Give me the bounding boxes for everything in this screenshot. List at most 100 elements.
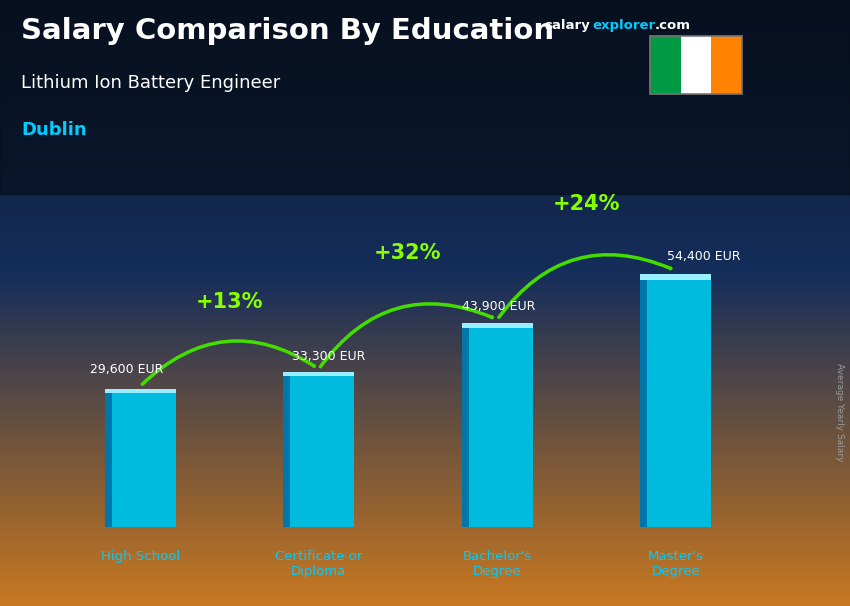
Bar (0, 64, 850, 65)
Bar (0, 379, 850, 381)
Bar (0, 90, 850, 91)
Bar (650, 36, 742, 94)
Bar (0, 16, 850, 17)
Bar (0, 330, 850, 331)
Bar (0, 215, 850, 216)
Bar (0, 96, 850, 97)
Bar (0, 32, 850, 33)
Bar (0, 218, 850, 219)
Bar (0, 561, 850, 562)
Bar (0, 7, 850, 8)
Bar (0, 499, 850, 501)
Bar (0, 261, 850, 262)
Bar (0, 534, 850, 536)
Bar (0, 292, 850, 293)
Bar (0, 349, 850, 350)
Bar (681, 36, 711, 94)
Bar (0, 225, 850, 227)
Bar (283, 372, 354, 527)
Text: Dublin: Dublin (21, 121, 87, 139)
Bar (0, 568, 850, 570)
Bar (0, 389, 850, 390)
Bar (0, 333, 850, 335)
Bar (0, 385, 850, 387)
Bar (0, 257, 850, 258)
Text: Certificate or
Diploma: Certificate or Diploma (275, 550, 362, 578)
Text: +32%: +32% (374, 243, 442, 263)
Bar (0, 118, 850, 119)
Bar (0, 343, 850, 344)
Bar (0, 445, 850, 446)
Bar (0, 353, 850, 354)
Bar (0, 373, 850, 375)
Bar (0, 290, 850, 291)
Bar (0, 358, 850, 359)
Bar (0, 263, 850, 264)
Bar (0, 536, 850, 537)
Bar (0, 25, 850, 27)
Bar (0, 56, 850, 57)
Bar (0, 259, 850, 261)
Bar (0, 456, 850, 457)
Bar (0, 269, 850, 270)
Bar (0, 104, 850, 105)
Bar (0, 441, 850, 442)
Bar (0, 516, 850, 518)
Bar (0, 235, 850, 236)
Bar (0, 595, 850, 596)
Bar (0, 262, 850, 263)
Bar (0, 2, 850, 4)
Bar (0, 18, 850, 19)
Bar (0, 446, 850, 447)
Bar (0, 107, 850, 108)
Bar (0, 335, 850, 336)
Bar (0, 538, 850, 539)
Bar (0, 132, 850, 133)
Bar (0, 231, 850, 233)
Bar (0, 36, 850, 38)
Bar (0, 362, 850, 364)
Bar (0, 273, 850, 274)
Bar (0, 378, 850, 379)
Bar (0, 408, 850, 410)
Bar (0, 222, 850, 223)
Bar (0, 183, 850, 184)
Bar (0, 30, 850, 32)
Bar (0, 596, 850, 598)
Bar (0, 562, 850, 564)
Bar (0, 233, 850, 234)
Bar (0, 419, 850, 421)
Bar (0, 48, 850, 50)
Bar (0, 402, 850, 404)
Bar (0, 19, 850, 21)
Bar (0, 519, 850, 520)
Bar (0, 315, 850, 316)
Bar (0, 8, 850, 10)
Bar (0, 242, 850, 244)
Bar (0, 79, 850, 80)
Bar (0, 81, 850, 82)
Bar (0, 10, 850, 11)
Bar (0, 154, 850, 155)
Bar (0, 320, 850, 321)
Bar (0, 274, 850, 275)
Bar (0, 251, 850, 252)
Bar (0, 384, 850, 385)
Bar (0, 47, 850, 48)
Bar (0, 407, 850, 408)
Bar (0, 305, 850, 307)
Bar (0, 450, 850, 451)
Bar (0, 307, 850, 308)
Bar (0, 244, 850, 245)
Bar (647, 274, 711, 527)
Bar (0, 152, 850, 153)
Bar (0, 105, 850, 107)
Bar (0, 82, 850, 84)
Bar (0, 480, 850, 481)
Bar (0, 502, 850, 503)
Bar (0, 253, 850, 255)
Bar (0, 302, 850, 303)
Bar (711, 36, 742, 94)
Bar (0, 336, 850, 337)
Bar (0, 155, 850, 156)
